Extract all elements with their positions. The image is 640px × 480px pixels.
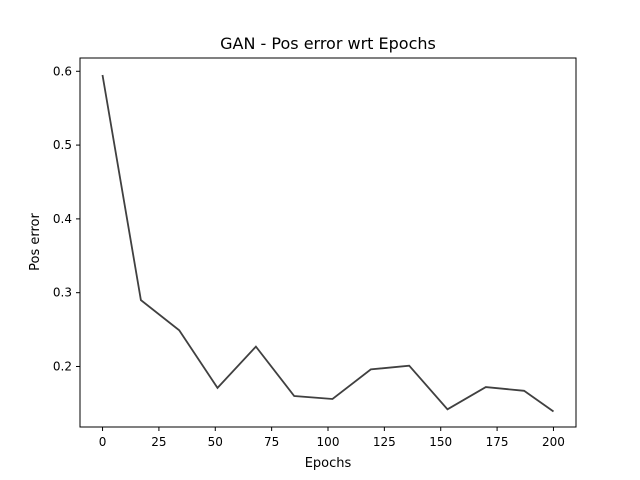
y-tick-label: 0.6 bbox=[53, 64, 72, 78]
x-tick-label: 0 bbox=[99, 435, 107, 449]
y-tick-label: 0.3 bbox=[53, 286, 72, 300]
x-tick-label: 175 bbox=[486, 435, 509, 449]
plot-area bbox=[79, 57, 577, 428]
x-tick-label: 50 bbox=[208, 435, 223, 449]
x-tick-label: 150 bbox=[429, 435, 452, 449]
x-axis-label: Epochs bbox=[305, 456, 352, 471]
x-tick-label: 75 bbox=[264, 435, 279, 449]
x-tick-label: 125 bbox=[373, 435, 396, 449]
x-tick-label: 100 bbox=[317, 435, 340, 449]
y-axis-label: Pos error bbox=[28, 212, 43, 270]
y-axis: 0.2 0.3 0.4 0.5 0.6 bbox=[53, 64, 80, 373]
x-axis: 0 25 50 75 100 125 150 175 200 bbox=[99, 427, 565, 449]
series-line bbox=[101, 74, 555, 413]
x-tick-label: 25 bbox=[151, 435, 166, 449]
y-tick-label: 0.5 bbox=[53, 138, 72, 152]
x-tick-label: 200 bbox=[542, 435, 565, 449]
y-tick-label: 0.2 bbox=[53, 359, 72, 373]
y-tick-label: 0.4 bbox=[53, 212, 72, 226]
chart-title: GAN - Pos error wrt Epochs bbox=[220, 34, 436, 53]
